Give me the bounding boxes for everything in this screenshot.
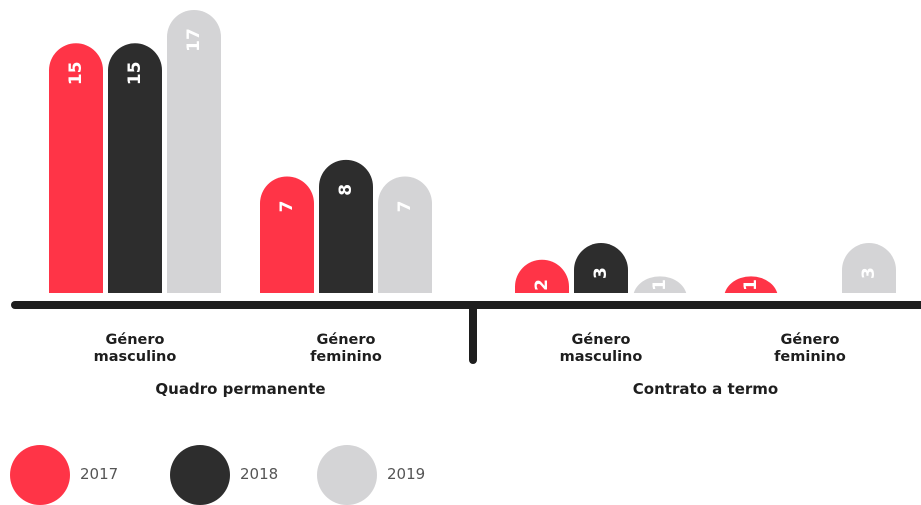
bar [515,259,569,293]
value-label: 3 [591,267,611,279]
value-label: 1 [650,279,670,291]
value-label: 1 [741,279,761,291]
bar [108,43,162,293]
value-label: 3 [859,267,879,279]
value-label: 7 [277,201,297,213]
bar [724,276,778,293]
bar [260,176,314,293]
category-label: Género feminino [310,332,382,365]
value-label: 17 [184,28,204,52]
bar [842,243,896,293]
bar [319,159,373,293]
value-label: 2 [532,279,552,291]
legend-swatch [170,445,230,505]
category-label: Género masculino [559,332,643,365]
legend-swatch [317,445,377,505]
legend-label: 2018 [240,465,279,483]
legend-label: 2019 [387,465,426,483]
bar [574,243,628,293]
group-label: Contrato a termo [632,380,779,398]
category-label: Género feminino [774,332,846,365]
group-label: Quadro permanente [155,380,326,398]
legend-label: 2017 [80,465,119,483]
bar [378,176,432,293]
value-label: 15 [66,61,86,85]
bars [49,10,896,293]
value-label: 7 [395,201,415,213]
value-label: 15 [125,61,145,85]
legend-swatch [10,445,70,505]
bar [633,276,687,293]
category-label: Género masculino [93,332,177,365]
bar [49,43,103,293]
bar [167,10,221,293]
value-label: 8 [336,184,356,196]
